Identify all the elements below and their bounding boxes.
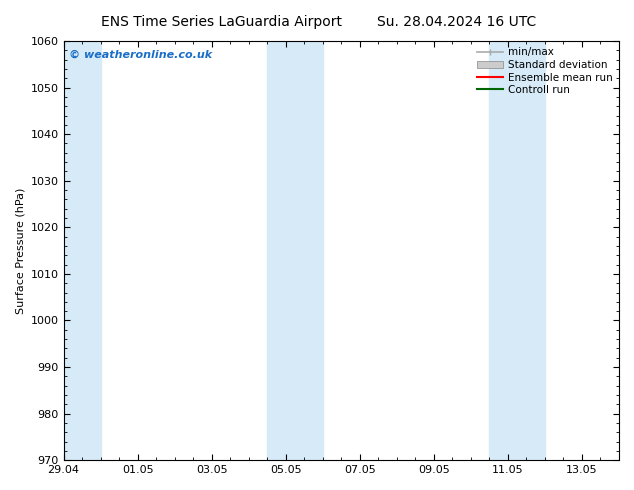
Bar	[489, 41, 545, 460]
Text: © weatheronline.co.uk: © weatheronline.co.uk	[69, 49, 212, 59]
Y-axis label: Surface Pressure (hPa): Surface Pressure (hPa)	[15, 187, 25, 314]
Text: Su. 28.04.2024 16 UTC: Su. 28.04.2024 16 UTC	[377, 15, 536, 29]
Bar	[63, 41, 101, 460]
Legend: min/max, Standard deviation, Ensemble mean run, Controll run: min/max, Standard deviation, Ensemble me…	[472, 43, 617, 99]
Text: ENS Time Series LaGuardia Airport: ENS Time Series LaGuardia Airport	[101, 15, 342, 29]
Bar	[267, 41, 323, 460]
